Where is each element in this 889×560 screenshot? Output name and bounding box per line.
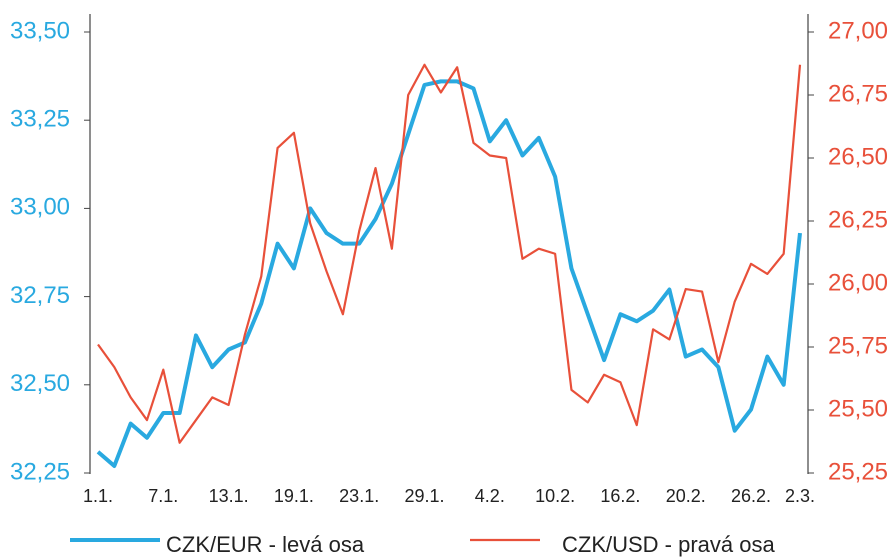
x-tick-label: 29.1. [404,486,444,506]
legend-label: CZK/EUR - levá osa [166,532,365,557]
x-tick-label: 4.2. [475,486,505,506]
y2-tick-label: 27,00 [828,17,888,44]
y2-tick-label: 25,50 [828,395,888,422]
x-tick-label: 1.1. [83,486,113,506]
y2-tick-label: 26,25 [828,206,888,233]
x-tick-label: 16.2. [600,486,640,506]
x-tick-label: 23.1. [339,486,379,506]
x-tick-label: 7.1. [148,486,178,506]
x-tick-label: 2.3. [785,486,815,506]
y-tick-label: 32,75 [10,282,70,309]
y-tick-label: 32,25 [10,458,70,485]
legend-label: CZK/USD - pravá osa [562,532,775,557]
y-tick-label: 32,50 [10,370,70,397]
x-tick-label: 26.2. [731,486,771,506]
y2-tick-label: 25,75 [828,332,888,359]
y2-tick-label: 26,00 [828,269,888,296]
y-tick-label: 33,25 [10,106,70,133]
series-line [97,63,802,444]
x-tick-label: 20.2. [666,486,706,506]
y-tick-label: 33,00 [10,194,70,221]
y2-tick-label: 25,25 [828,458,888,485]
x-tick-label: 19.1. [274,486,314,506]
x-tick-label: 10.2. [535,486,575,506]
y-tick-label: 33,50 [10,17,70,44]
y2-tick-label: 26,75 [828,80,888,107]
x-tick-label: 13.1. [209,486,249,506]
y2-tick-label: 26,50 [828,143,888,170]
